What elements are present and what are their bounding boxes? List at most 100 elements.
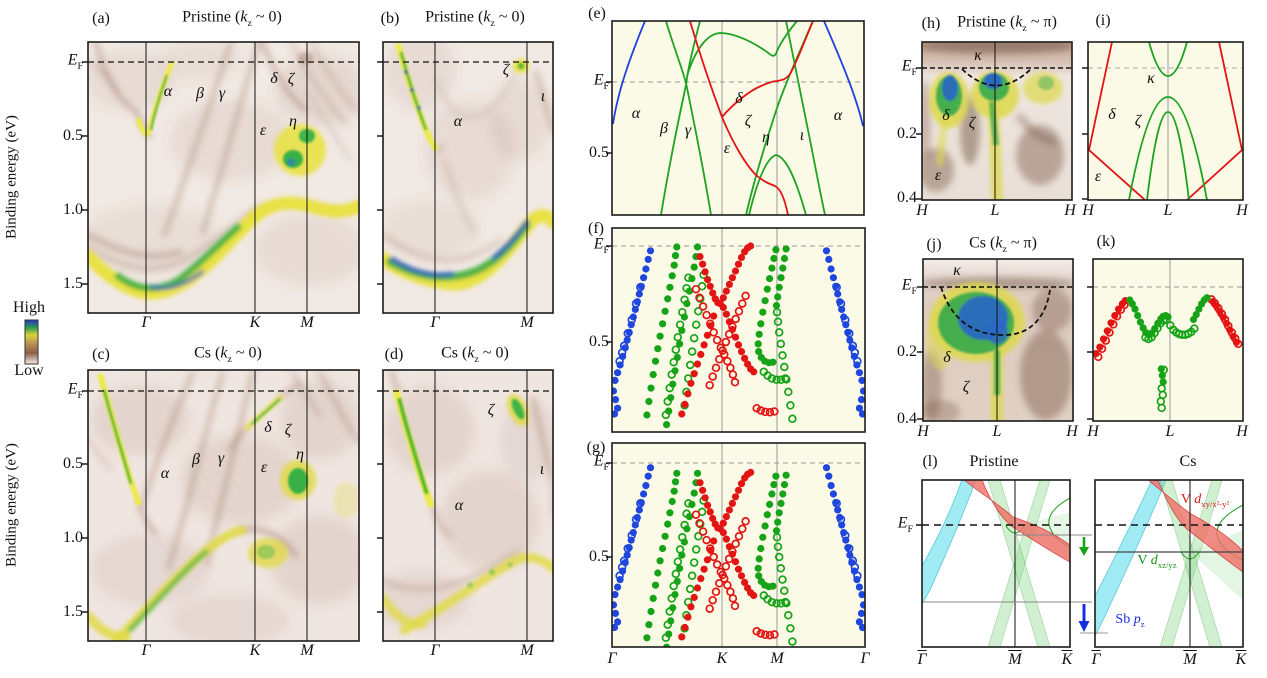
data-point-green-open — [780, 586, 789, 596]
data-point-blue-filled — [646, 247, 655, 255]
data-point-green-open — [673, 557, 683, 566]
data-point-red-filled — [704, 276, 712, 284]
data-point-green-filled — [772, 472, 780, 480]
data-point-green-open — [1162, 315, 1171, 324]
data-point-blue-open — [850, 563, 860, 572]
data-point-green-open — [661, 633, 671, 643]
data-point-green-filled — [775, 283, 783, 291]
data-point-red-filled — [706, 508, 714, 516]
data-point-green-filled — [669, 380, 677, 388]
data-point-green-open — [786, 401, 795, 410]
data-point-green-filled — [757, 544, 765, 553]
data-point-green-filled — [649, 594, 657, 603]
data-point-blue-filled — [858, 410, 865, 418]
data-point-blue-open — [615, 356, 624, 366]
data-point-blue-filled — [612, 609, 620, 617]
data-point-green-filled — [683, 525, 691, 533]
data-point-green-open — [675, 320, 685, 329]
data-point-red-open — [1097, 344, 1107, 354]
data-point-red-open — [752, 627, 761, 636]
data-point-red-filled — [741, 354, 749, 362]
data-point-green-filled — [766, 500, 774, 508]
data-point-green-filled — [755, 330, 763, 338]
data-point-blue-filled — [612, 623, 619, 632]
data-point-red-filled — [697, 350, 705, 359]
data-point-green-filled — [647, 607, 655, 616]
data-point-green-filled — [666, 509, 674, 517]
data-point-green-filled — [693, 469, 702, 477]
data-point-green-filled — [659, 320, 667, 328]
data-point-red-open — [1233, 339, 1243, 349]
data-point-green-filled — [673, 353, 681, 361]
data-point-green-open — [1190, 324, 1199, 333]
data-point-green-filled — [1136, 318, 1144, 326]
data-point-green-open — [694, 532, 703, 541]
data-point-blue-filled — [614, 618, 622, 626]
data-point-red-open — [765, 408, 775, 417]
data-point-green-filled — [768, 264, 776, 272]
data-point-red-open — [718, 346, 727, 355]
data-point-red-open — [770, 407, 779, 416]
data-point-green-filled — [761, 297, 769, 305]
data-point-green-open — [784, 611, 793, 620]
data-point-blue-open — [845, 329, 854, 338]
data-point-green-filled — [643, 634, 651, 642]
data-point-red-open — [724, 330, 734, 339]
data-point-blue-filled — [614, 583, 622, 591]
data-point-red-open — [770, 630, 779, 639]
data-point-green-filled — [663, 643, 671, 647]
data-point-red-open — [695, 293, 704, 303]
data-point-green-open — [782, 598, 791, 608]
data-point-green-filled — [656, 332, 664, 340]
data-point-red-filled — [734, 565, 743, 573]
data-point-blue-open — [836, 515, 846, 524]
data-point-green-filled — [777, 499, 785, 507]
data-point-blue-open — [636, 283, 645, 292]
data-point-green-filled — [671, 252, 680, 260]
data-point-green-filled — [1203, 294, 1211, 302]
data-point-blue-filled — [834, 506, 842, 514]
data-point-green-open — [780, 362, 789, 372]
data-point-blue-filled — [855, 404, 864, 412]
data-point-green-open — [767, 597, 777, 607]
panel-borders — [87, 20, 1244, 648]
data-point-red-filled — [722, 287, 731, 295]
data-point-red-open — [723, 356, 732, 366]
data-point-blue-open — [623, 544, 632, 553]
data-point-green-filled — [757, 320, 765, 328]
data-point-green-filled — [664, 520, 672, 528]
data-point-green-open — [665, 607, 674, 616]
data-point-green-filled — [763, 285, 771, 293]
data-point-red-open — [728, 594, 738, 603]
axis-ticks — [82, 61, 1093, 613]
data-point-red-filled — [741, 578, 749, 587]
data-point-green-open — [772, 599, 781, 608]
data-point-blue-open — [627, 531, 636, 540]
data-point-red-filled — [706, 282, 714, 290]
data-point-green-filled — [651, 581, 660, 589]
panel-i-bands — [1088, 42, 1243, 200]
data-point-red-open — [728, 370, 738, 379]
data-point-green-open — [772, 307, 782, 317]
data-point-red-open — [698, 527, 708, 536]
panel-b-heatmap — [383, 42, 553, 313]
data-point-green-filled — [782, 471, 790, 479]
data-point-red-filled — [728, 499, 737, 507]
data-point-blue-filled — [858, 376, 865, 384]
data-point-blue-filled — [858, 623, 865, 632]
data-point-red-open — [702, 535, 711, 545]
data-point-blue-filled — [635, 290, 643, 298]
data-point-red-filled — [710, 312, 718, 320]
data-point-blue-filled — [827, 265, 835, 273]
data-point-red-filled — [719, 294, 727, 302]
data-point-blue-filled — [644, 255, 652, 263]
panel-f-scatter — [612, 228, 865, 432]
data-point-green-filled — [769, 582, 777, 590]
data-point-green-filled — [670, 261, 678, 269]
data-point-red-open — [721, 562, 731, 571]
data-point-green-open — [663, 397, 672, 406]
data-point-red-open — [1112, 312, 1122, 321]
panel-e-bands — [612, 21, 864, 215]
data-point-blue-filled — [859, 387, 865, 395]
data-point-green-filled — [755, 572, 763, 580]
